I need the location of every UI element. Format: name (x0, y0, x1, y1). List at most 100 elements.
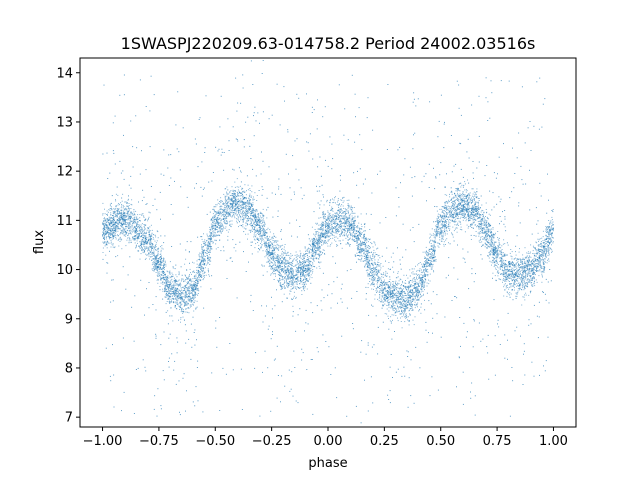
data-point (118, 210, 120, 212)
data-point (442, 227, 444, 229)
data-point (358, 233, 360, 235)
data-point (178, 294, 180, 295)
data-point (467, 205, 469, 207)
data-point (494, 251, 496, 253)
data-point (510, 277, 512, 279)
data-point (236, 191, 238, 193)
data-point (506, 295, 508, 297)
data-point (503, 259, 505, 261)
data-point (159, 258, 161, 260)
data-point (195, 285, 197, 287)
data-point (259, 229, 261, 231)
data-point (125, 231, 127, 232)
data-point (197, 278, 199, 280)
data-point (403, 295, 405, 297)
data-point (104, 241, 106, 243)
data-point (533, 268, 535, 270)
data-point (269, 252, 271, 254)
data-point (321, 221, 323, 223)
data-point (113, 234, 115, 236)
data-point (386, 308, 388, 310)
data-point (408, 296, 410, 298)
data-point (287, 267, 289, 269)
data-point (215, 204, 217, 206)
data-point (445, 221, 447, 223)
data-point (303, 267, 304, 269)
data-point (522, 273, 524, 275)
data-point (164, 275, 166, 277)
data-point (186, 300, 188, 302)
data-point (177, 297, 179, 299)
data-point (370, 270, 372, 272)
data-point (277, 259, 279, 261)
data-point (446, 194, 448, 196)
data-point (289, 277, 291, 279)
data-point (544, 238, 546, 240)
data-point (183, 305, 185, 307)
data-point (273, 269, 275, 271)
data-point (369, 266, 371, 268)
data-point (444, 221, 446, 223)
data-point (374, 244, 376, 246)
data-point (425, 270, 426, 272)
data-point (350, 218, 352, 220)
data-point (332, 229, 334, 231)
data-point (277, 257, 279, 259)
data-point (126, 224, 128, 226)
data-point (478, 211, 480, 213)
data-point (296, 263, 298, 265)
data-point (477, 225, 478, 227)
data-point (141, 213, 143, 215)
data-point (120, 211, 122, 213)
data-point (342, 228, 344, 230)
data-point (295, 286, 297, 288)
data-point (440, 230, 442, 232)
data-point (369, 264, 371, 266)
data-point (435, 230, 437, 232)
data-point (329, 224, 331, 226)
data-point (398, 292, 400, 294)
data-point (240, 171, 242, 173)
data-point (255, 230, 257, 232)
data-point (405, 315, 407, 316)
data-point (243, 202, 245, 204)
data-point (116, 221, 118, 223)
data-point (416, 283, 418, 284)
data-point (381, 301, 383, 303)
data-point (303, 274, 305, 276)
data-point (313, 246, 314, 248)
data-point (320, 234, 322, 236)
data-point (224, 205, 226, 207)
data-point (348, 210, 349, 212)
data-point (413, 299, 415, 301)
data-point (157, 263, 159, 265)
data-point (274, 257, 276, 259)
data-point (438, 216, 440, 218)
data-point (480, 232, 482, 234)
data-point (226, 229, 228, 231)
data-point (521, 276, 523, 277)
data-point (367, 250, 369, 252)
data-point (301, 280, 303, 282)
data-point (127, 212, 128, 214)
data-point (136, 217, 137, 219)
data-point (424, 272, 426, 274)
data-point (301, 272, 303, 274)
data-point (356, 236, 357, 238)
data-point (417, 297, 418, 299)
data-point (250, 217, 251, 219)
data-point (243, 192, 245, 193)
data-point (547, 226, 548, 228)
data-point (499, 268, 501, 270)
data-point (165, 294, 167, 296)
data-point (521, 263, 523, 265)
data-point (547, 236, 549, 238)
data-point (390, 316, 392, 318)
data-point (261, 241, 262, 243)
data-point (426, 264, 428, 266)
data-point (136, 223, 138, 225)
data-point (253, 196, 254, 198)
data-point (297, 270, 299, 272)
data-point (176, 284, 178, 286)
data-point (212, 224, 213, 226)
